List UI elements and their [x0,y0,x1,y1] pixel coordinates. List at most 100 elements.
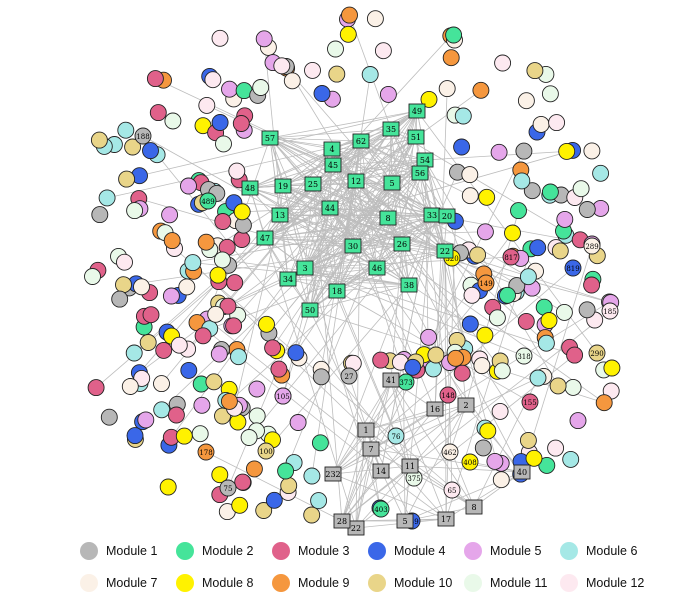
legend-label: Module 4 [394,544,446,558]
legend-swatch [176,542,194,560]
network-node [273,57,291,75]
legend-label: Module 11 [490,576,548,590]
legend: Module 1 Module 2 Module 3 Module 4 Module 5… [80,540,680,594]
legend-swatch [176,574,194,592]
network-edge [309,284,410,311]
network-node [245,460,263,478]
network-node-labeled [441,443,459,461]
network-node [404,358,422,376]
network-node [328,65,346,83]
network-node [420,90,438,108]
network-node [486,452,504,470]
network-node-labeled [257,442,275,460]
network-node-labeled [443,481,461,499]
hub-node-label: 51 [411,133,421,142]
hub-node-label: 54 [420,156,430,165]
node-label: 185 [603,308,616,316]
network-node [519,431,537,449]
network-node [170,336,188,354]
network-node [125,344,143,362]
network-edge [365,408,436,431]
hub-node-a [274,178,292,194]
hub-node-a [241,180,259,196]
legend-swatch [272,542,290,560]
hub-node-label: 1 [363,426,368,435]
network-edge [309,243,403,311]
hub-node-a [271,207,289,223]
network-node-labeled [588,344,606,362]
network-node [265,491,283,509]
network-edge [432,215,448,369]
network-node [523,182,541,200]
network-edge [329,207,378,269]
legend-item-module-11: Module 11 [464,572,560,594]
network-edge [376,250,446,269]
network-node [159,478,177,496]
hub-node-label: 34 [283,275,293,284]
node-label: 149 [479,280,492,288]
network-node [252,79,270,96]
network-node [153,375,170,393]
network-node [142,306,160,324]
hub-node-b [457,397,475,413]
network-edge [304,214,433,269]
network-node [137,411,155,429]
network-node [118,170,136,188]
network-node-labeled [601,302,619,320]
network-node [461,187,479,205]
network-node [361,66,379,83]
network-node [231,496,249,514]
legend-label: Module 2 [202,544,254,558]
network-edge [424,159,429,360]
legend-item-module-8: Module 8 [176,572,272,594]
network-node [194,327,212,345]
hub-node-a [382,121,400,137]
network-node [548,114,566,132]
network-node [562,450,580,468]
network-node [463,286,481,304]
hub-node-a [328,283,346,299]
network-edge [332,465,411,475]
hub-node-b [465,499,483,515]
hub-node-b [324,466,342,482]
network-node [255,502,273,519]
network-edge [304,250,446,269]
legend-item-module-5: Module 5 [464,540,560,562]
network-edge [268,182,393,334]
network-edge [269,137,403,245]
network-node [209,266,227,284]
hub-node-label: 57 [265,134,275,143]
network-node [453,364,471,382]
network-node [379,85,397,103]
network-node [424,360,442,378]
hub-node-label: 41 [386,376,396,385]
hub-node-label: 30 [348,242,358,251]
network-node-labeled [372,500,390,518]
network-edge [370,448,475,508]
hub-node-b [401,458,419,474]
hub-node-label: 47 [260,234,270,243]
hub-node-label: 38 [404,281,414,290]
network-node [493,362,511,380]
network-edge [312,183,343,522]
network-edge [380,470,447,520]
network-node-labeled [199,192,217,210]
network-node [230,348,247,366]
network-edge [249,187,378,269]
network-node [420,328,438,346]
network-edge [309,245,354,311]
network-node [175,427,193,445]
network-node [547,439,565,457]
legend-label: Module 7 [106,576,158,590]
hub-node-label: 44 [325,204,335,213]
network-node [111,290,129,308]
hub-node-label: 4 [329,145,334,154]
network-edge [295,290,338,353]
network-node [163,232,181,250]
legend-label: Module 10 [394,576,453,590]
network-node [366,10,384,28]
network-node [91,206,109,224]
network-node [149,104,167,122]
network-node [525,449,543,467]
network-node [100,408,118,426]
